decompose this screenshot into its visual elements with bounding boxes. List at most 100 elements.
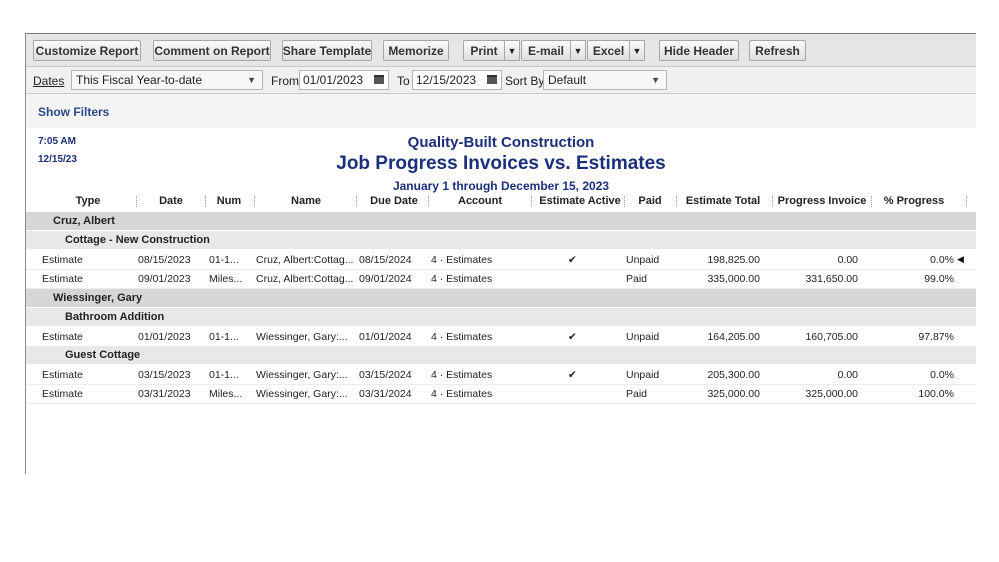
report-date: 12/15/23 xyxy=(38,154,77,165)
cell-date: 08/15/2023 xyxy=(138,254,191,266)
sort-by-select[interactable]: Default ▼ xyxy=(543,70,667,90)
col-num[interactable]: Num xyxy=(216,195,242,207)
from-label: From xyxy=(271,74,299,88)
customer-name: Cruz, Albert xyxy=(53,215,115,227)
to-date-input[interactable]: 12/15/2023 xyxy=(412,70,502,90)
from-date-input[interactable]: 01/01/2023 xyxy=(299,70,389,90)
share-template-button[interactable]: Share Template xyxy=(282,40,372,61)
table-row[interactable]: Estimate 03/31/2023 Miles... Wiessinger,… xyxy=(26,384,976,404)
cell-date: 03/31/2023 xyxy=(138,388,191,400)
refresh-button[interactable]: Refresh xyxy=(749,40,806,61)
customize-report-button[interactable]: Customize Report xyxy=(33,40,141,61)
col-estimate-active[interactable]: Estimate Active xyxy=(539,195,621,207)
chevron-down-icon: ▼ xyxy=(247,75,256,85)
calendar-icon[interactable] xyxy=(487,75,497,84)
cell-estimate-total: 335,000.00 xyxy=(707,273,760,285)
comment-on-report-button[interactable]: Comment on Report xyxy=(153,40,271,61)
cell-type: Estimate xyxy=(42,331,83,343)
report-window: Customize Report Comment on Report Share… xyxy=(25,33,976,474)
dates-select-value: This Fiscal Year-to-date xyxy=(76,73,203,87)
cell-type: Estimate xyxy=(42,388,83,400)
memorize-button[interactable]: Memorize xyxy=(383,40,449,61)
cell-due-date: 03/15/2024 xyxy=(359,369,412,381)
table-row[interactable]: Estimate 01/01/2023 01-1... Wiessinger, … xyxy=(26,327,976,347)
cell-estimate-total: 325,000.00 xyxy=(707,388,760,400)
job-group-row[interactable]: Bathroom Addition xyxy=(26,308,976,326)
cell-progress-invoice: 160,705.00 xyxy=(805,331,858,343)
table-row[interactable]: ▶ Estimate 08/15/2023 01-1... Cruz, Albe… xyxy=(26,250,976,270)
column-header-row: Type Date Num Name Due Date Account Esti… xyxy=(26,193,976,210)
cell-paid: Paid xyxy=(626,388,648,400)
to-label: To xyxy=(397,74,410,88)
col-name[interactable]: Name xyxy=(291,195,321,207)
cell-account: 4 · Estimates xyxy=(431,273,493,285)
cell-progress-invoice: 0.00 xyxy=(837,369,858,381)
calendar-icon[interactable] xyxy=(374,75,384,84)
sort-by-value: Default xyxy=(548,73,587,87)
cell-progress-pct: 0.0% xyxy=(930,254,954,266)
cell-date: 09/01/2023 xyxy=(138,273,191,285)
col-type[interactable]: Type xyxy=(75,195,101,207)
excel-button[interactable]: Excel xyxy=(587,40,630,61)
customer-group-row[interactable]: Wiessinger, Gary xyxy=(26,289,976,307)
excel-dropdown-icon[interactable]: ▼ xyxy=(629,40,645,61)
cell-date: 03/15/2023 xyxy=(138,369,191,381)
cell-type: Estimate xyxy=(42,273,83,285)
col-account[interactable]: Account xyxy=(458,195,502,207)
cell-account: 4 · Estimates xyxy=(431,254,493,266)
cell-paid: Unpaid xyxy=(626,254,660,266)
checkmark-icon: ✔ xyxy=(568,369,577,381)
cell-paid: Unpaid xyxy=(626,369,660,381)
email-button[interactable]: E-mail xyxy=(521,40,571,61)
cell-num: 01-1... xyxy=(209,254,239,266)
cell-progress-pct: 0.0% xyxy=(930,369,954,381)
cell-type: Estimate xyxy=(42,369,83,381)
col-due-date[interactable]: Due Date xyxy=(370,195,418,207)
job-group-row[interactable]: Cottage - New Construction xyxy=(26,231,976,249)
show-filters-bar: Show Filters xyxy=(26,94,976,128)
report-toolbar: Customize Report Comment on Report Share… xyxy=(26,34,976,67)
cell-account: 4 · Estimates xyxy=(431,331,493,343)
date-filter-bar: Dates This Fiscal Year-to-date ▼ From 01… xyxy=(26,67,976,94)
print-button[interactable]: Print xyxy=(463,40,505,61)
cell-num: 01-1... xyxy=(209,369,239,381)
cell-name: Cruz, Albert:Cottag... xyxy=(256,273,354,285)
cell-account: 4 · Estimates xyxy=(431,369,493,381)
cell-due-date: 03/31/2024 xyxy=(359,388,412,400)
show-filters-link[interactable]: Show Filters xyxy=(38,105,110,119)
cell-type: Estimate xyxy=(42,254,83,266)
cell-progress-pct: 99.0% xyxy=(924,273,954,285)
checkmark-icon: ✔ xyxy=(568,254,577,266)
col-paid[interactable]: Paid xyxy=(638,195,662,207)
col-estimate-total[interactable]: Estimate Total xyxy=(685,195,761,207)
print-dropdown-icon[interactable]: ▼ xyxy=(504,40,520,61)
report-time: 7:05 AM xyxy=(38,136,76,147)
cell-progress-invoice: 0.00 xyxy=(837,254,858,266)
chevron-down-icon: ▼ xyxy=(651,75,660,85)
cell-due-date: 01/01/2024 xyxy=(359,331,412,343)
to-date-value: 12/15/2023 xyxy=(416,73,477,87)
customer-group-row[interactable]: Cruz, Albert xyxy=(26,212,976,230)
col-date[interactable]: Date xyxy=(159,195,183,207)
cell-account: 4 · Estimates xyxy=(431,388,493,400)
cell-name: Wiessinger, Gary:... xyxy=(256,388,348,400)
cell-progress-invoice: 325,000.00 xyxy=(805,388,858,400)
job-name: Guest Cottage xyxy=(65,349,141,361)
email-dropdown-icon[interactable]: ▼ xyxy=(570,40,586,61)
cell-estimate-total: 198,825.00 xyxy=(707,254,760,266)
cell-num: 01-1... xyxy=(209,331,239,343)
col-progress-pct[interactable]: % Progress xyxy=(883,195,945,207)
job-group-row[interactable]: Guest Cottage xyxy=(26,346,976,364)
cell-name: Wiessinger, Gary:... xyxy=(256,331,348,343)
hide-header-button[interactable]: Hide Header xyxy=(659,40,739,61)
company-name: Quality-Built Construction xyxy=(407,134,595,151)
cell-progress-pct: 100.0% xyxy=(918,388,954,400)
cell-num: Miles... xyxy=(209,388,243,400)
table-row[interactable]: Estimate 09/01/2023 Miles... Cruz, Alber… xyxy=(26,269,976,289)
table-row[interactable]: Estimate 03/15/2023 01-1... Wiessinger, … xyxy=(26,365,976,385)
dates-select[interactable]: This Fiscal Year-to-date ▼ xyxy=(71,70,263,90)
col-progress-invoice[interactable]: Progress Invoice xyxy=(777,195,867,207)
dates-label: Dates xyxy=(33,74,65,88)
cell-estimate-total: 164,205.00 xyxy=(707,331,760,343)
cell-name: Wiessinger, Gary:... xyxy=(256,369,348,381)
